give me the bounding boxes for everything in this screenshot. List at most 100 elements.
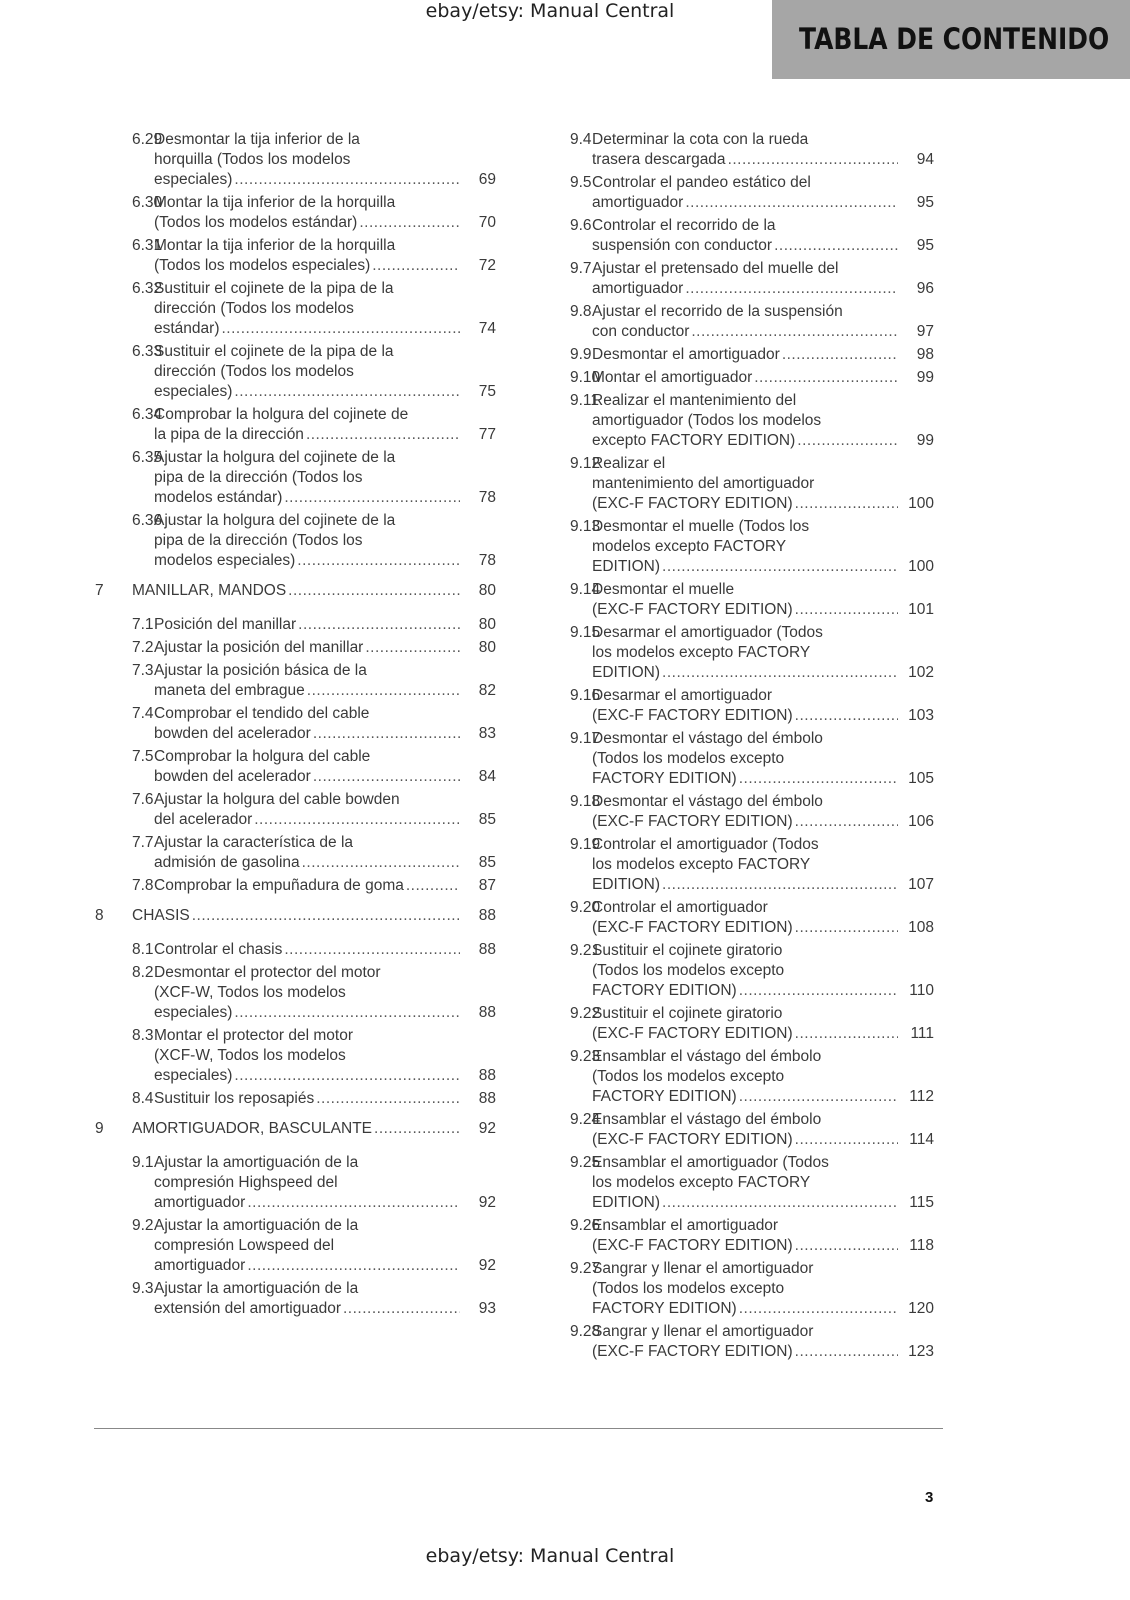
- toc-entry[interactable]: 9.11 Realizar el mantenimiento del amortig…: [533, 391, 934, 451]
- entry-title-text: especiales): [154, 1067, 233, 1084]
- toc-chapter[interactable]: 7 MANILLAR, MANDOS 80: [95, 581, 496, 601]
- entry-title-text: Desmontar el amortiguador: [592, 346, 780, 363]
- entry-title-text: Ajustar la holgura del cable bowden: [154, 791, 400, 808]
- page-reference: 80: [478, 582, 496, 599]
- entry-title-text: del acelerador: [154, 811, 253, 828]
- section-number: 9.12: [570, 455, 601, 472]
- toc-entry[interactable]: 6.30 Montar la tija inferior de la horqui…: [95, 193, 496, 233]
- page-reference: 92: [478, 1257, 496, 1274]
- page-reference: 85: [478, 811, 496, 828]
- toc-entry[interactable]: 9.7 Ajustar el pretensado del muelle del a…: [533, 259, 934, 299]
- toc-entry[interactable]: 9.5 Controlar el pandeo estático del amort…: [533, 173, 934, 213]
- page-reference: 92: [478, 1194, 496, 1211]
- section-number: 6.34: [132, 406, 163, 423]
- entry-title-line: pipa de la dirección (Todos los: [154, 468, 496, 488]
- toc-entry[interactable]: 9.6 Controlar el recorrido de la suspensió…: [533, 216, 934, 256]
- toc-entry[interactable]: 9.21 Sustituir el cojinete giratorio (Todo…: [533, 941, 934, 1001]
- entry-title-text: bowden del acelerador: [154, 725, 311, 742]
- dot-leader: [793, 918, 898, 938]
- entry-title-text: Ajustar la holgura del cojinete de la: [154, 512, 396, 529]
- entry-title-text: Ajustar la característica de la: [154, 834, 354, 851]
- toc-entry[interactable]: 9.13 Desmontar el muelle (Todos los modelo…: [533, 517, 934, 577]
- toc-entry[interactable]: 9.27 Sangrar y llenar el amortiguador (Tod…: [533, 1259, 934, 1319]
- page-reference: 99: [916, 369, 934, 386]
- entry-title-line: Ajustar la posición básica de la: [154, 661, 496, 681]
- toc-entry[interactable]: 9.16 Desarmar el amortiguador (EXC-F FACTO…: [533, 686, 934, 726]
- toc-entry[interactable]: 6.34 Comprobar la holgura del cojinete de…: [95, 405, 496, 445]
- toc-entry[interactable]: 9.20 Controlar el amortiguador (EXC-F FACT…: [533, 898, 934, 938]
- toc-entry[interactable]: 6.36 Ajustar la holgura del cojinete de l…: [95, 511, 496, 571]
- toc-entry[interactable]: 9.22 Sustituir el cojinete giratorio (EXC-…: [533, 1004, 934, 1044]
- section-number: 9.1: [132, 1154, 154, 1171]
- entry-title-line: modelos especiales) 78: [154, 551, 496, 571]
- page-reference: 95: [916, 194, 934, 211]
- toc-entry[interactable]: 7.7 Ajustar la característica de la admisi…: [95, 833, 496, 873]
- toc-chapter[interactable]: 9 AMORTIGUADOR, BASCULANTE 92: [95, 1119, 496, 1139]
- entry-title-text: Sangrar y llenar el amortiguador: [592, 1260, 814, 1277]
- toc-entry[interactable]: 9.28 Sangrar y llenar el amortiguador (EXC…: [533, 1322, 934, 1362]
- toc-entry[interactable]: 9.26 Ensamblar el amortiguador (EXC-F FACT…: [533, 1216, 934, 1256]
- toc-entry[interactable]: 8.3 Montar el protector del motor (XCF-W, …: [95, 1026, 496, 1086]
- toc-entry[interactable]: 9.1 Ajustar la amortiguación de la compres…: [95, 1153, 496, 1213]
- entry-title-line: (Todos los modelos excepto: [592, 1067, 934, 1087]
- page-reference: 88: [478, 907, 496, 924]
- entry-title-text: compresión Highspeed del: [154, 1174, 338, 1191]
- toc-entry[interactable]: 9.19 Controlar el amortiguador (Todos los …: [533, 835, 934, 895]
- toc-entry[interactable]: 9.12 Realizar el mantenimiento del amortig…: [533, 454, 934, 514]
- toc-entry[interactable]: 9.2 Ajustar la amortiguación de la compres…: [95, 1216, 496, 1276]
- toc-entry[interactable]: 7.5 Comprobar la holgura del cable bowden …: [95, 747, 496, 787]
- entry-title-line: modelos excepto FACTORY: [592, 537, 934, 557]
- toc-entry[interactable]: 9.17 Desmontar el vástago del émbolo (Todo…: [533, 729, 934, 789]
- page-reference: 120: [908, 1300, 934, 1317]
- entry-title-line: Ajustar la amortiguación de la: [154, 1279, 496, 1299]
- page-reference: 80: [478, 616, 496, 633]
- toc-entry[interactable]: 9.3 Ajustar la amortiguación de la extensi…: [95, 1279, 496, 1319]
- toc-entry[interactable]: 9.4 Determinar la cota con la rueda traser…: [533, 130, 934, 170]
- dot-leader: [286, 581, 460, 601]
- entry-title-line: (Todos los modelos excepto: [592, 961, 934, 981]
- toc-entry[interactable]: 6.32 Sustituir el cojinete de la pipa de …: [95, 279, 496, 339]
- entry-title-text: modelos especiales): [154, 552, 296, 569]
- toc-chapter[interactable]: 8 CHASIS 88: [95, 906, 496, 926]
- entry-title-line: Realizar el: [592, 454, 934, 474]
- entry-title-line: EDITION) 102: [592, 663, 934, 683]
- toc-entry[interactable]: 9.15 Desarmar el amortiguador (Todos los m…: [533, 623, 934, 683]
- entry-title-line: dirección (Todos los modelos: [154, 362, 496, 382]
- entry-title-text: Montar el amortiguador: [592, 369, 753, 386]
- toc-entry[interactable]: 7.3 Ajustar la posición básica de la manet…: [95, 661, 496, 701]
- toc-entry[interactable]: 7.6 Ajustar la holgura del cable bowden de…: [95, 790, 496, 830]
- toc-entry[interactable]: 8.2 Desmontar el protector del motor (XCF-…: [95, 963, 496, 1023]
- toc-entry[interactable]: 6.31 Montar la tija inferior de la horqui…: [95, 236, 496, 276]
- toc-entry[interactable]: 9.14 Desmontar el muelle (EXC-F FACTORY ED…: [533, 580, 934, 620]
- entry-title-text: la pipa de la dirección: [154, 426, 304, 443]
- entry-title-text: Desmontar el vástago del émbolo: [592, 730, 823, 747]
- watermark-top: ebay/etsy: Manual Central: [425, 0, 675, 22]
- toc-entry[interactable]: 7.4 Comprobar el tendido del cable bowden …: [95, 704, 496, 744]
- entry-title-text: Controlar el recorrido de la: [592, 217, 776, 234]
- toc-entry[interactable]: 9.18 Desmontar el vástago del émbolo (EXC-…: [533, 792, 934, 832]
- toc-entry[interactable]: 9.8 Ajustar el recorrido de la suspensión…: [533, 302, 934, 342]
- toc-entry[interactable]: 6.35 Ajustar la holgura del cojinete de l…: [95, 448, 496, 508]
- section-number: 9.10: [570, 369, 601, 386]
- entry-title-line: pipa de la dirección (Todos los: [154, 531, 496, 551]
- page-reference: 87: [478, 877, 496, 894]
- section-number: 9.6: [570, 217, 592, 234]
- toc-entry[interactable]: 6.33 Sustituir el cojinete de la pipa de …: [95, 342, 496, 402]
- toc-entry[interactable]: 9.24 Ensamblar el vástago del émbolo (EXC-…: [533, 1110, 934, 1150]
- toc-entry[interactable]: 9.23 Ensamblar el vástago del émbolo (Todo…: [533, 1047, 934, 1107]
- page-reference: 95: [916, 237, 934, 254]
- entry-title-line: (EXC-F FACTORY EDITION) 103: [592, 706, 934, 726]
- page-reference: 100: [908, 558, 934, 575]
- dot-leader: [252, 810, 460, 830]
- toc-entry[interactable]: 9.25 Ensamblar el amortiguador (Todos los …: [533, 1153, 934, 1213]
- toc-entry[interactable]: 6.29 Desmontar la tija inferior de la horq…: [95, 130, 496, 190]
- entry-title-text: (Todos los modelos excepto: [592, 962, 785, 979]
- entry-title-line: Ensamblar el amortiguador: [592, 1216, 934, 1236]
